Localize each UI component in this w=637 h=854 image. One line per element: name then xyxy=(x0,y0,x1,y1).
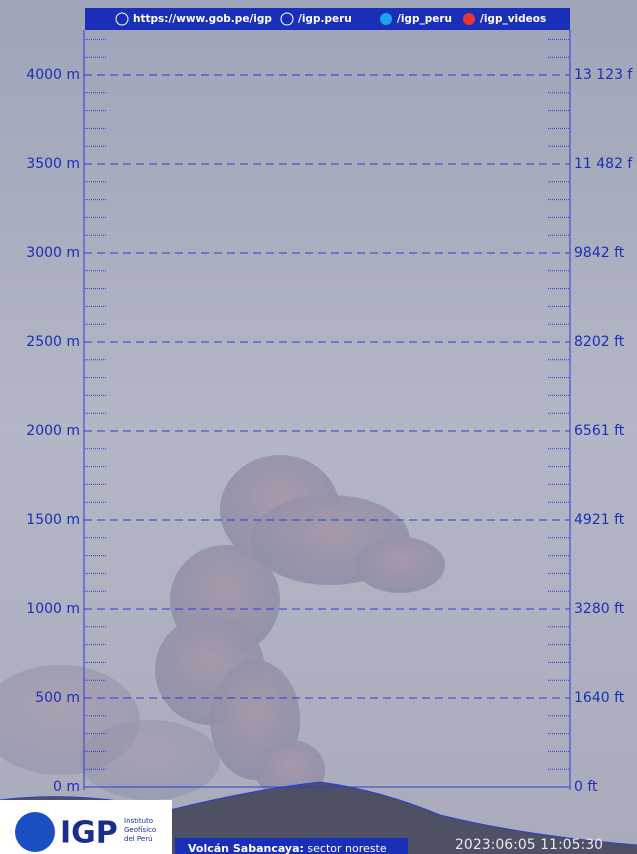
meters-label: 1000 m xyxy=(26,601,80,617)
feet-label: 4921 ft xyxy=(574,512,625,528)
header-bar xyxy=(85,8,570,30)
twitter-icon xyxy=(380,13,392,25)
link: https://www.gob.pe/igp xyxy=(133,13,272,25)
logo-mark xyxy=(15,812,55,852)
link: /igp_peru xyxy=(397,13,452,25)
timestamp: 2023:06:05 11:05:30 xyxy=(455,837,603,853)
logo-line: Geofísico xyxy=(124,826,156,834)
meters-label: 1500 m xyxy=(26,512,80,528)
feet-label: 9842 ft xyxy=(574,245,625,261)
logo-line: del Perú xyxy=(124,835,153,843)
sector: sector noreste xyxy=(307,842,386,854)
meters-label: 2500 m xyxy=(26,334,80,350)
web-icon xyxy=(115,12,129,26)
meters-label: 500 m xyxy=(35,690,80,706)
height-scale: 4000 m 13 123 f 3500 m 11 482 f 3000 m 9842 f… xyxy=(26,30,633,795)
feet-label: 3280 ft xyxy=(574,601,625,617)
feet-label: 6561 ft xyxy=(574,423,625,439)
link: /igp_videos xyxy=(480,13,546,25)
plume xyxy=(0,455,445,800)
feet-label: 1640 ft xyxy=(574,690,625,706)
meters-label: 4000 m xyxy=(26,67,80,83)
logo-line: Instituto xyxy=(124,817,153,825)
volcano-name: Volcán Sabancaya: xyxy=(188,842,304,854)
facebook-icon xyxy=(280,12,294,26)
meters-label: 0 m xyxy=(53,779,80,795)
feet-label: 0 ft xyxy=(574,779,598,795)
link: /igp.peru xyxy=(298,13,352,25)
meters-label: 3500 m xyxy=(26,156,80,172)
meters-label: 3000 m xyxy=(26,245,80,261)
feet-label: 8202 ft xyxy=(574,334,625,350)
youtube-icon xyxy=(463,13,475,25)
feet-label: 13 123 f xyxy=(574,67,633,83)
logo-text: IGP xyxy=(60,816,118,851)
caption-bar xyxy=(175,838,408,854)
caption: Volcán Sabancaya: sector noreste xyxy=(188,842,387,854)
meters-label: 2000 m xyxy=(26,423,80,439)
feet-label: 11 482 f xyxy=(574,156,633,172)
